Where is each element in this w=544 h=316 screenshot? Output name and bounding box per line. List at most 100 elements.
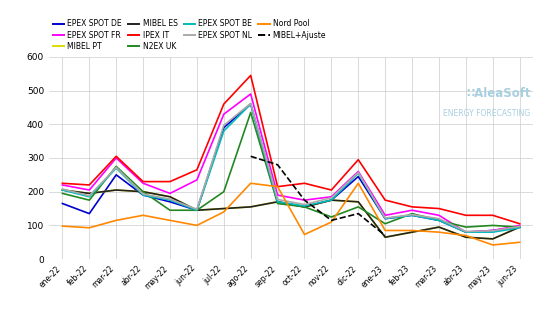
Line: EPEX SPOT DE: EPEX SPOT DE <box>63 104 520 232</box>
IPEX IT <box>409 205 416 209</box>
EPEX SPOT NL <box>86 194 92 198</box>
EPEX SPOT FR <box>166 191 173 195</box>
Nord Pool <box>86 226 92 230</box>
EPEX SPOT FR <box>113 156 120 160</box>
EPEX SPOT NL <box>301 203 308 206</box>
EPEX SPOT BE <box>59 188 66 192</box>
EPEX SPOT BE <box>220 129 227 133</box>
EPEX SPOT DE <box>194 208 200 212</box>
EPEX SPOT BE <box>248 102 254 106</box>
Nord Pool <box>409 228 416 232</box>
IPEX IT <box>248 74 254 77</box>
MIBEL PT <box>436 225 442 229</box>
MIBEL PT <box>328 198 335 202</box>
MIBEL ES <box>220 207 227 210</box>
N2EX UK <box>490 223 496 227</box>
MIBEL ES <box>355 200 362 204</box>
EPEX SPOT NL <box>436 217 442 221</box>
Line: EPEX SPOT NL: EPEX SPOT NL <box>63 103 520 232</box>
Line: MIBEL ES: MIBEL ES <box>63 190 520 239</box>
EPEX SPOT DE <box>86 212 92 216</box>
Nord Pool <box>194 223 200 227</box>
EPEX SPOT FR <box>140 181 146 185</box>
MIBEL ES <box>382 235 388 239</box>
N2EX UK <box>409 212 416 216</box>
Nord Pool <box>248 181 254 185</box>
MIBEL ES <box>274 200 281 204</box>
N2EX UK <box>166 208 173 212</box>
IPEX IT <box>328 188 335 192</box>
EPEX SPOT FR <box>382 213 388 217</box>
EPEX SPOT BE <box>382 217 388 221</box>
EPEX SPOT DE <box>248 102 254 106</box>
EPEX SPOT BE <box>86 195 92 199</box>
MIBEL PT <box>409 230 416 234</box>
IPEX IT <box>274 185 281 189</box>
IPEX IT <box>436 207 442 210</box>
EPEX SPOT FR <box>274 193 281 197</box>
EPEX SPOT DE <box>516 225 523 229</box>
MIBEL PT <box>220 207 227 210</box>
Line: IPEX IT: IPEX IT <box>63 76 520 224</box>
MIBEL+Ajuste <box>382 234 388 237</box>
EPEX SPOT BE <box>194 208 200 212</box>
MIBEL PT <box>86 191 92 195</box>
EPEX SPOT NL <box>274 198 281 201</box>
EPEX SPOT NL <box>382 216 388 220</box>
EPEX SPOT DE <box>490 228 496 232</box>
EPEX SPOT BE <box>516 226 523 230</box>
EPEX SPOT FR <box>220 112 227 116</box>
EPEX SPOT BE <box>328 198 335 202</box>
MIBEL+Ajuste <box>274 163 281 167</box>
EPEX SPOT FR <box>462 230 469 234</box>
N2EX UK <box>220 190 227 194</box>
MIBEL+Ajuste <box>301 198 308 202</box>
N2EX UK <box>382 222 388 226</box>
Nord Pool <box>166 218 173 222</box>
EPEX SPOT DE <box>382 217 388 221</box>
EPEX SPOT DE <box>328 198 335 202</box>
MIBEL ES <box>301 205 308 209</box>
EPEX SPOT DE <box>166 200 173 204</box>
IPEX IT <box>86 183 92 187</box>
EPEX SPOT NL <box>220 124 227 127</box>
EPEX SPOT BE <box>113 166 120 170</box>
EPEX SPOT BE <box>409 213 416 217</box>
EPEX SPOT BE <box>301 204 308 208</box>
MIBEL ES <box>194 208 200 212</box>
N2EX UK <box>301 205 308 209</box>
Nord Pool <box>220 210 227 214</box>
N2EX UK <box>140 190 146 194</box>
MIBEL ES <box>516 225 523 229</box>
Nord Pool <box>436 230 442 234</box>
Nord Pool <box>490 243 496 247</box>
Nord Pool <box>382 228 388 232</box>
EPEX SPOT DE <box>436 218 442 222</box>
N2EX UK <box>328 215 335 219</box>
EPEX SPOT BE <box>462 230 469 234</box>
Text: ENERGY FORECASTING: ENERGY FORECASTING <box>443 109 531 118</box>
IPEX IT <box>220 102 227 106</box>
MIBEL ES <box>86 191 92 195</box>
MIBEL ES <box>409 230 416 234</box>
MIBEL+Ajuste <box>328 218 335 222</box>
IPEX IT <box>166 180 173 184</box>
EPEX SPOT FR <box>301 198 308 202</box>
MIBEL ES <box>462 235 469 239</box>
Text: ∷AleaSoft: ∷AleaSoft <box>466 87 531 100</box>
MIBEL PT <box>301 205 308 209</box>
MIBEL ES <box>328 198 335 202</box>
EPEX SPOT DE <box>409 213 416 217</box>
N2EX UK <box>436 218 442 222</box>
MIBEL PT <box>113 188 120 192</box>
EPEX SPOT NL <box>490 229 496 233</box>
MIBEL PT <box>462 235 469 239</box>
EPEX SPOT BE <box>436 218 442 222</box>
EPEX SPOT BE <box>140 193 146 197</box>
Line: Nord Pool: Nord Pool <box>63 183 520 245</box>
EPEX SPOT FR <box>59 183 66 187</box>
EPEX SPOT FR <box>436 213 442 217</box>
N2EX UK <box>355 205 362 209</box>
EPEX SPOT BE <box>166 198 173 202</box>
MIBEL ES <box>113 188 120 192</box>
